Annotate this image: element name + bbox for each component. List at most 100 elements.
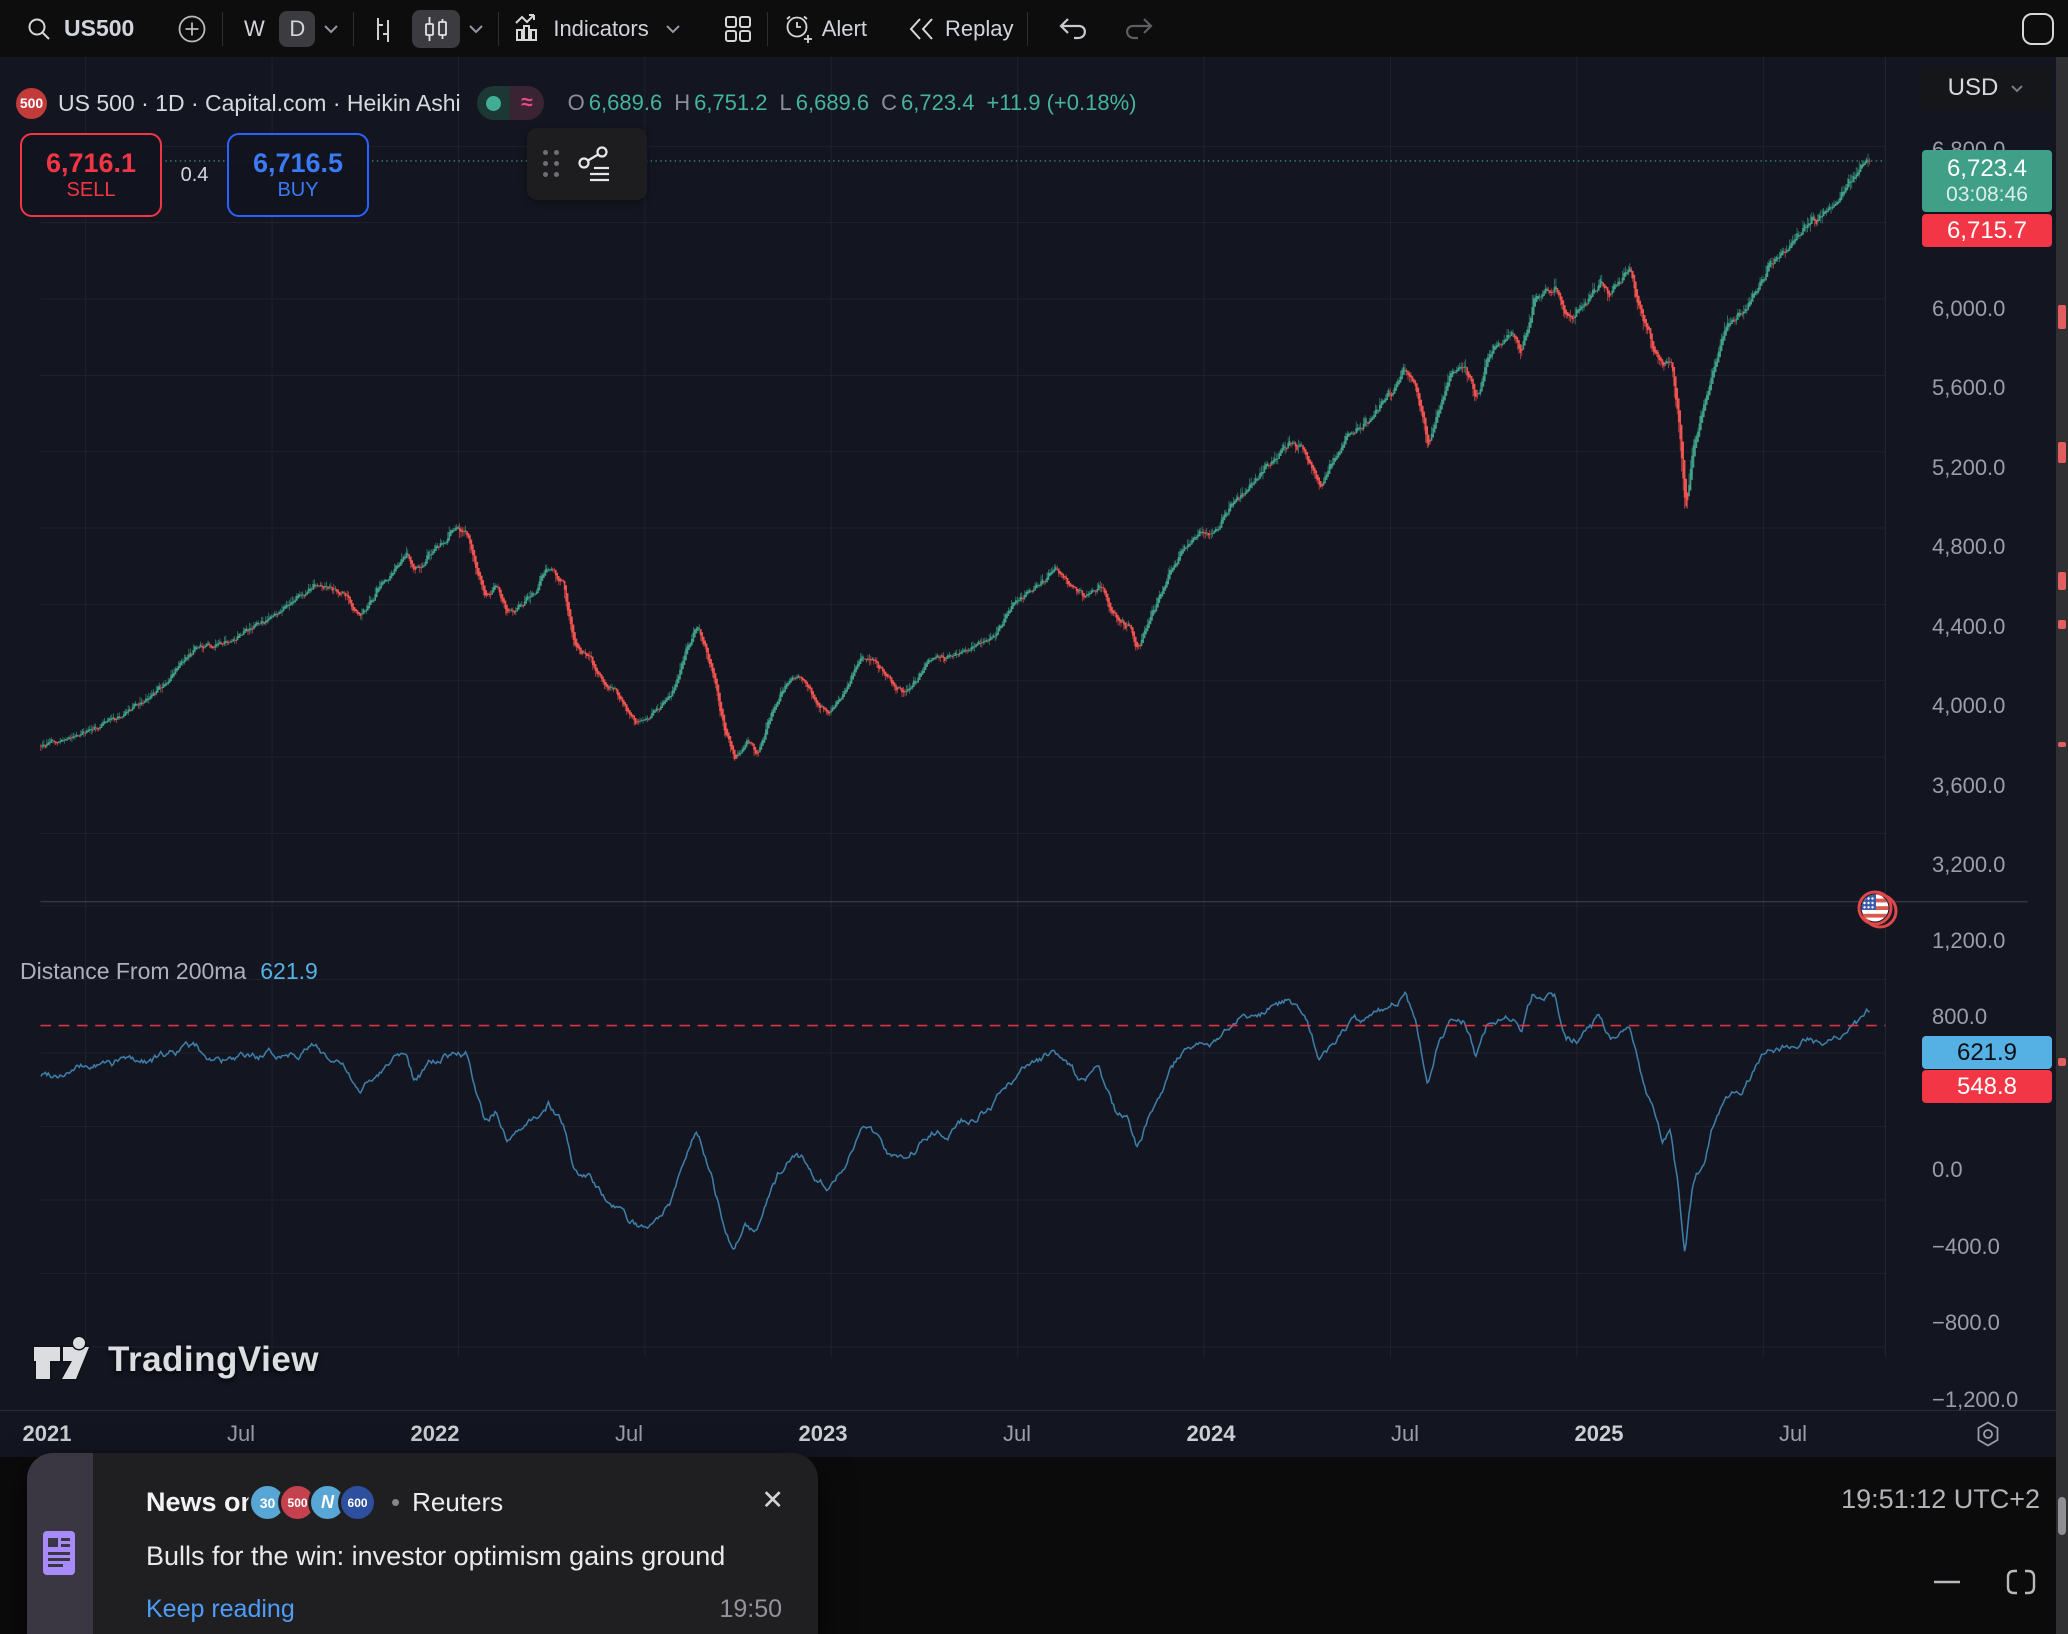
- floating-drawing-toolbar[interactable]: [527, 128, 647, 200]
- indicator-legend[interactable]: Distance From 200ma 621.9: [20, 958, 318, 985]
- time-axis-label: 2023: [798, 1421, 848, 1446]
- alert-level-value: 548.8: [1956, 1072, 2018, 1100]
- currency-value: USD: [1947, 74, 1999, 101]
- toolbar-divider: [222, 11, 224, 46]
- drag-handle-icon[interactable]: [543, 150, 560, 178]
- news-time: 19:50: [719, 1595, 782, 1623]
- currency-selector[interactable]: USD: [1920, 65, 2052, 111]
- scrollbar-alert-mark: [2058, 620, 2066, 629]
- news-source: Reuters: [412, 1487, 504, 1517]
- scrollbar-alert-mark: [2058, 305, 2066, 329]
- news-keep-reading-link[interactable]: Keep reading: [146, 1595, 295, 1623]
- high-label: H: [674, 90, 691, 115]
- close-label: C: [881, 90, 898, 115]
- close-value: 6,723.4: [901, 90, 975, 115]
- interval-week-button[interactable]: W: [243, 15, 265, 41]
- status-clock[interactable]: 19:51:12 UTC+2: [1841, 1484, 2040, 1514]
- right-edge-scrollbar[interactable]: [2056, 57, 2068, 1634]
- bottom-right-controls: [1932, 1567, 2038, 1597]
- ohlc-readout: O 6,689.6 H 6,751.2 L 6,689.6 C 6,723.4 +11.…: [560, 90, 1137, 116]
- bid-price-value: 6,715.7: [1946, 216, 2028, 244]
- window-maximize-icon[interactable]: [2020, 11, 2056, 47]
- time-axis[interactable]: 2021 Jul 2022 Jul 2023 Jul 2024 Jul 2025 Jul: [0, 1410, 2068, 1458]
- alert-button[interactable]: Alert: [821, 15, 867, 41]
- scrollbar-alert-mark: [2058, 442, 2066, 463]
- news-headline[interactable]: Bulls for the win: investor optimism gai…: [146, 1541, 726, 1571]
- time-axis-label: 2025: [1574, 1421, 1624, 1446]
- alert-icon[interactable]: [782, 13, 814, 45]
- news-close-icon[interactable]: ✕: [761, 1485, 784, 1515]
- sell-button[interactable]: 6,716.1 SELL: [20, 133, 162, 217]
- object-tree-tool-icon[interactable]: [572, 144, 612, 184]
- axis-label: 800.0: [1932, 1004, 1988, 1029]
- fullscreen-icon[interactable]: [2004, 1567, 2038, 1597]
- news-icon: [43, 1531, 75, 1575]
- market-open-dot-icon: [485, 95, 501, 111]
- time-axis-label: 2021: [22, 1421, 72, 1446]
- symbol-search-button[interactable]: US500: [64, 15, 135, 41]
- scrollbar-thumb[interactable]: [2058, 1497, 2066, 1535]
- indicator-name: Distance From 200ma: [20, 958, 247, 984]
- separator-dot: •: [391, 1487, 401, 1517]
- axis-label: 3,200.0: [1932, 851, 2006, 877]
- chart-canvas[interactable]: 500 US 500 · 1D · Capital.com · Heikin A…: [0, 57, 2068, 1457]
- last-price-tag[interactable]: 6,723.4 03:08:46: [1922, 150, 2052, 212]
- indicators-icon[interactable]: [513, 13, 543, 44]
- alert-level-tag[interactable]: 548.8: [1922, 1070, 2052, 1103]
- candle-style-chevron-down-icon[interactable]: [468, 24, 484, 34]
- redo-icon[interactable]: [1118, 14, 1158, 44]
- bid-price-tag[interactable]: 6,715.7: [1922, 214, 2052, 247]
- axis-label: 4,800.0: [1932, 534, 2006, 560]
- undo-icon[interactable]: [1054, 14, 1094, 44]
- currency-chevron-down-icon: [2011, 84, 2024, 92]
- tradingview-watermark: TradingView: [30, 1335, 319, 1385]
- us-flag-icon[interactable]: [1856, 890, 1900, 930]
- toolbar-divider: [1027, 11, 1029, 46]
- search-icon[interactable]: [26, 16, 52, 42]
- tradingview-logo-icon: [32, 1335, 92, 1381]
- scrollbar-alert-mark: [2058, 572, 2066, 590]
- minimize-icon[interactable]: [1932, 1578, 1962, 1586]
- interval-day-button[interactable]: D: [279, 10, 316, 47]
- replay-rewind-icon[interactable]: [907, 15, 937, 43]
- spread-value: 0.4: [180, 163, 209, 186]
- buy-button[interactable]: 6,716.5 BUY: [227, 133, 369, 217]
- compare-add-icon[interactable]: [176, 13, 208, 45]
- chart-legend: 500 US 500 · 1D · Capital.com · Heikin A…: [16, 86, 1136, 120]
- high-value: 6,751.2: [694, 90, 768, 115]
- indicators-chevron-down-icon[interactable]: [665, 24, 681, 34]
- indicator-value: 621.9: [1956, 1038, 2018, 1066]
- axis-label: 4,400.0: [1932, 613, 2006, 639]
- replay-button[interactable]: Replay: [944, 15, 1014, 41]
- news-toast[interactable]: News on 30 500 N 600 • Reuters ✕ Bulls f…: [27, 1453, 818, 1634]
- candle-style-button[interactable]: [412, 9, 461, 48]
- open-value: 6,689.6: [588, 90, 663, 115]
- open-label: O: [567, 90, 585, 115]
- market-status-pill[interactable]: ≈: [476, 86, 544, 120]
- axis-label: 6,000.0: [1932, 295, 2006, 321]
- bar-change-icon[interactable]: [368, 14, 398, 44]
- axis-label: 0.0: [1932, 1157, 1963, 1182]
- trade-panel: 6,716.1 SELL 0.4 6,716.5 BUY: [20, 133, 369, 217]
- axis-settings-gear-icon[interactable]: [1974, 1420, 2002, 1448]
- interval-chevron-down-icon[interactable]: [323, 24, 339, 34]
- toolbar-divider: [766, 11, 768, 46]
- toolbar-divider: [498, 11, 500, 46]
- axis-label: 4,000.0: [1932, 693, 2006, 719]
- axis-label: 3,600.0: [1932, 772, 2006, 798]
- low-value: 6,689.6: [795, 90, 870, 115]
- market-open-indicator: [476, 86, 511, 120]
- sell-label: SELL: [66, 179, 116, 202]
- indicators-button[interactable]: Indicators: [553, 15, 649, 41]
- time-axis-label: 2022: [410, 1421, 460, 1446]
- chart-title[interactable]: US 500 · 1D · Capital.com · Heikin Ashi: [58, 89, 461, 116]
- watermark-text: TradingView: [108, 1340, 320, 1379]
- indicator-value-tag[interactable]: 621.9: [1922, 1036, 2052, 1069]
- index-badge-600: 600: [338, 1483, 378, 1522]
- price-chart-svg[interactable]: [0, 57, 2068, 1457]
- axis-label: 5,200.0: [1932, 454, 2006, 480]
- bar-countdown: 03:08:46: [1946, 183, 2028, 206]
- layout-grid-icon[interactable]: [723, 14, 753, 44]
- axis-label: 1,200.0: [1932, 927, 2006, 953]
